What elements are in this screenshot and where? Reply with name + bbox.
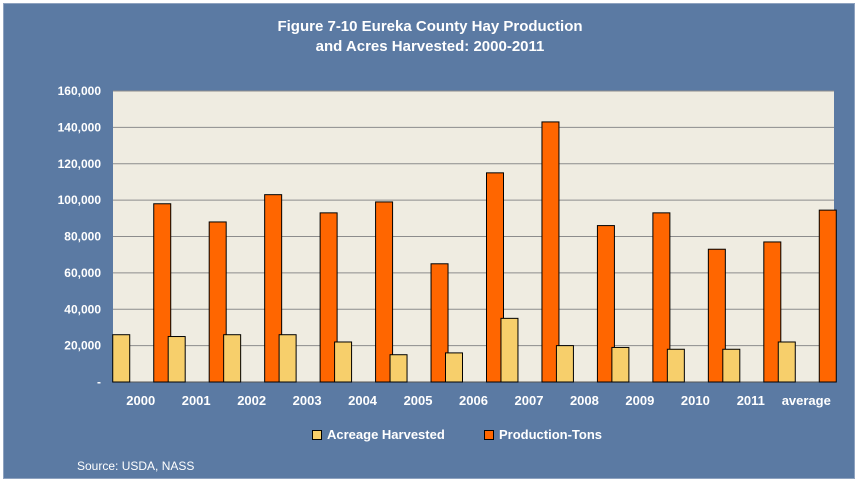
bar-production (818, 209, 837, 383)
chart-legend: Acreage Harvested Production-Tons (4, 427, 856, 447)
x-tick-label: 2003 (293, 393, 322, 408)
x-tick-label: 2008 (570, 393, 599, 408)
bar-acreage (555, 345, 574, 383)
bar-acreage (777, 341, 796, 383)
y-tick-label: 160,000 (58, 84, 102, 98)
x-tick-label: 2011 (737, 393, 765, 408)
bar-acreage (167, 336, 186, 383)
legend-item-production: Production-Tons (484, 427, 602, 442)
y-tick-label: 120,000 (58, 157, 102, 171)
bar-production (707, 248, 726, 383)
bar-production (375, 201, 394, 383)
x-tick-label: 2001 (182, 393, 211, 408)
bar-acreage (334, 341, 353, 383)
x-tick-label: 2007 (515, 393, 544, 408)
bar-acreage (278, 334, 297, 383)
chart-title-line2: and Acres Harvested: 2000-2011 (315, 38, 545, 55)
x-tick-label: 2004 (348, 393, 378, 408)
x-tick-label: 2000 (126, 393, 155, 408)
y-tick-label: 60,000 (64, 266, 101, 280)
bar-production (596, 225, 615, 383)
bar-production (430, 263, 449, 383)
legend-swatch-production (484, 429, 494, 440)
bar-acreage (112, 334, 131, 383)
source-note: Source: USDA, NASS (77, 459, 195, 473)
x-tick-label: 2009 (625, 393, 654, 408)
legend-swatch-acreage (312, 429, 322, 440)
x-tick-label: 2010 (681, 393, 710, 408)
bar-production (763, 241, 782, 383)
x-tick-label: 2002 (237, 393, 266, 408)
legend-label-production: Production-Tons (499, 427, 603, 442)
x-tick-label: 2005 (404, 393, 433, 408)
bar-acreage (223, 334, 242, 383)
bar-acreage (611, 346, 630, 383)
bar-production (486, 172, 504, 383)
bar-production (153, 203, 172, 383)
y-tick-label: 80,000 (64, 230, 101, 244)
bar-production (319, 212, 338, 383)
y-tick-label: - (97, 375, 101, 389)
bar-acreage (500, 317, 519, 383)
legend-label-acreage: Acreage Harvested (327, 427, 445, 442)
bar-acreage (666, 348, 685, 383)
x-tick-label: 2006 (459, 393, 488, 408)
bar-production (208, 221, 227, 383)
bar-acreage (389, 354, 408, 383)
y-tick-label: 20,000 (64, 339, 101, 353)
bar-production (541, 121, 560, 383)
legend-item-acreage: Acreage Harvested (312, 427, 445, 442)
bar-production (264, 194, 283, 383)
bar-acreage (722, 348, 741, 383)
bar-production (652, 212, 671, 383)
chart-frame: Figure 7-10 Eureka County Hay Production… (3, 3, 855, 479)
y-tick-label: 40,000 (64, 302, 101, 316)
y-tick-label: 140,000 (58, 120, 102, 134)
chart-title-line1: Figure 7-10 Eureka County Hay Production (277, 18, 583, 35)
bar-chart: - 20,000 40,000 60,000 80,000 100,000 120,000 1… (58, 84, 837, 408)
x-tick-label: average (782, 393, 831, 408)
y-tick-label: 100,000 (58, 193, 102, 207)
bar-acreage (445, 352, 463, 383)
